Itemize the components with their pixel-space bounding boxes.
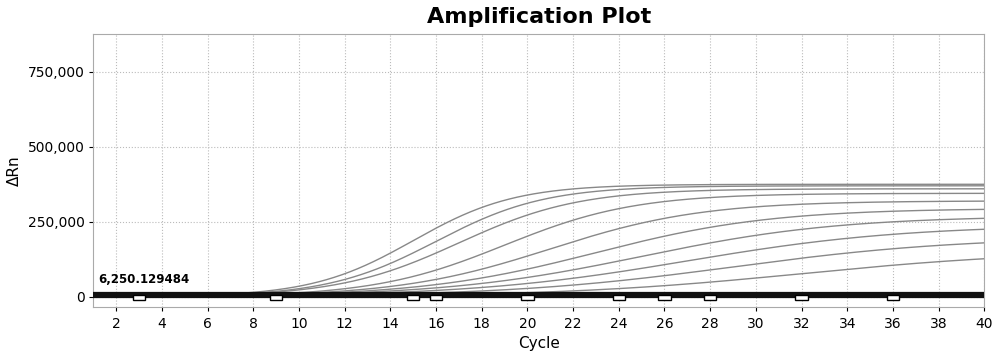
Bar [613,295,625,300]
Bar [704,295,716,300]
Bar [795,295,808,300]
Title: Amplification Plot: Amplification Plot [427,7,651,27]
Bar [407,295,419,300]
Text: 6,250.129484: 6,250.129484 [98,272,189,286]
Bar [430,295,442,300]
X-axis label: Cycle: Cycle [518,336,560,351]
Bar [887,295,899,300]
Bar [133,295,145,300]
Bar [270,295,282,300]
Bar [521,295,534,300]
Y-axis label: ΔRn: ΔRn [7,155,22,186]
Bar [658,295,671,300]
